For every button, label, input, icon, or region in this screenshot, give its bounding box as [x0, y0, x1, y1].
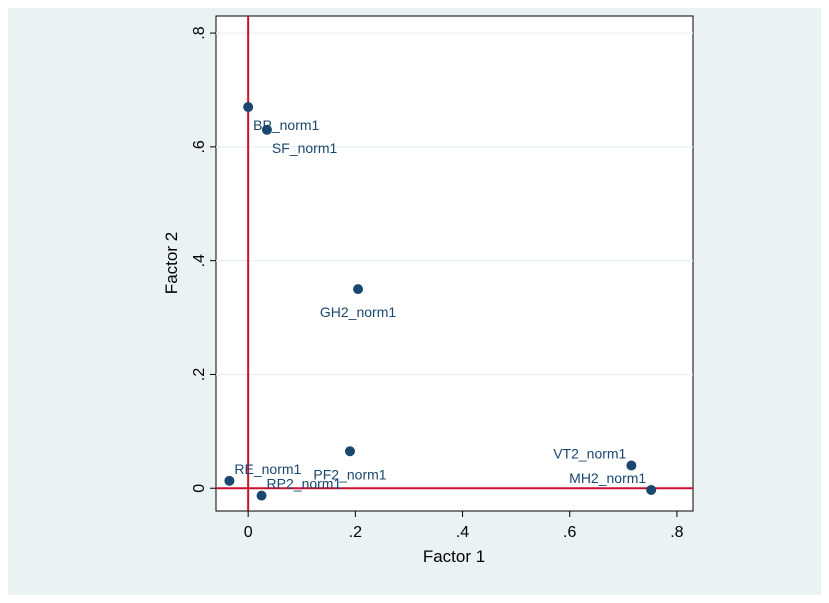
point-label: MH2_norm1 [569, 470, 646, 486]
data-point [344, 446, 355, 457]
gridlines [216, 32, 693, 376]
point-label: GH2_norm1 [320, 304, 396, 320]
point-label: RP2_norm1 [267, 476, 342, 492]
data-point [261, 124, 272, 135]
data-point [646, 484, 657, 495]
y-tick-label: .8 [191, 26, 208, 39]
x-tick-label: .4 [456, 524, 469, 541]
point-label: SF_norm1 [272, 140, 338, 156]
point-label: BP_norm1 [253, 117, 319, 133]
x-tick-label: .8 [670, 524, 683, 541]
point-label: VT2_norm1 [553, 445, 626, 461]
x-tick-label: 0 [244, 524, 253, 541]
data-point [256, 490, 267, 501]
data-point [626, 460, 637, 471]
data-point [243, 102, 254, 113]
x-tick-label: .6 [563, 524, 576, 541]
point-label: PF2_norm1 [313, 466, 386, 482]
reference-lines [216, 16, 693, 511]
data-points [224, 102, 657, 501]
point-label: RE_norm1 [234, 461, 301, 477]
x-axis-title: Factor 1 [423, 547, 485, 566]
data-point [353, 284, 364, 295]
y-tick-label: .4 [191, 254, 208, 267]
y-tick-label: .2 [191, 368, 208, 381]
point-labels: BP_norm1 SF_norm1 GH2_norm1 PF2_norm1 RE_nor… [234, 117, 646, 492]
x-tick-label: .2 [349, 524, 362, 541]
plot-area [215, 15, 694, 512]
data-point [224, 475, 235, 486]
y-tick-label: 0 [191, 484, 208, 493]
axes: 0 .2 .4 .6 .8 0 .2 .4 .6 .8 [191, 26, 684, 541]
y-tick-label: .6 [191, 140, 208, 153]
y-axis-title: Factor 2 [162, 232, 181, 294]
